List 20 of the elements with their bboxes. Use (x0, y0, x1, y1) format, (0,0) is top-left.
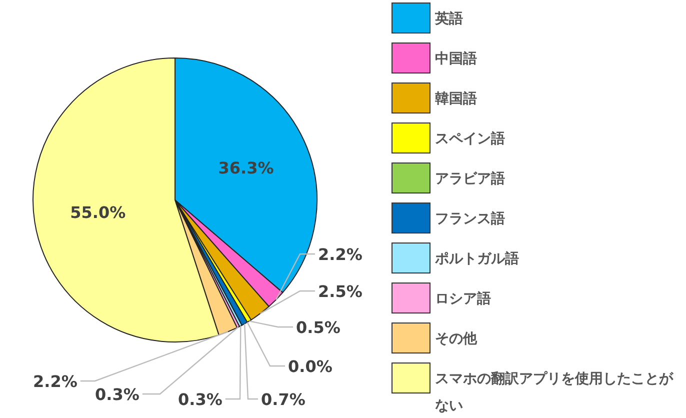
data-label: 0.3% (95, 385, 140, 404)
legend-label: 中国語 (435, 50, 477, 67)
legend-label: ポルトガル語 (434, 250, 519, 267)
data-label: 2.2% (318, 245, 362, 264)
data-label: 0.3% (178, 390, 222, 409)
legend-label: ロシア語 (435, 290, 491, 307)
data-label: 2.2% (33, 372, 78, 391)
data-label: 0.5% (296, 318, 340, 337)
data-label: 55.0% (70, 203, 126, 222)
legend-label: スマホの翻訳アプリを使用したことがない (435, 370, 674, 414)
legend-label: 韓国語 (435, 90, 477, 107)
data-label: 0.7% (261, 390, 306, 409)
text: 0.0% (288, 357, 332, 376)
legend-label: アラビア語 (435, 170, 505, 187)
legend-label: スペイン語 (435, 130, 505, 147)
data-label: 2.5% (318, 282, 362, 301)
legend-label: 英語 (434, 10, 463, 27)
data-label: 36.3% (218, 158, 274, 178)
legend-label: フランス語 (435, 210, 505, 227)
legend-label: その他 (435, 331, 478, 347)
